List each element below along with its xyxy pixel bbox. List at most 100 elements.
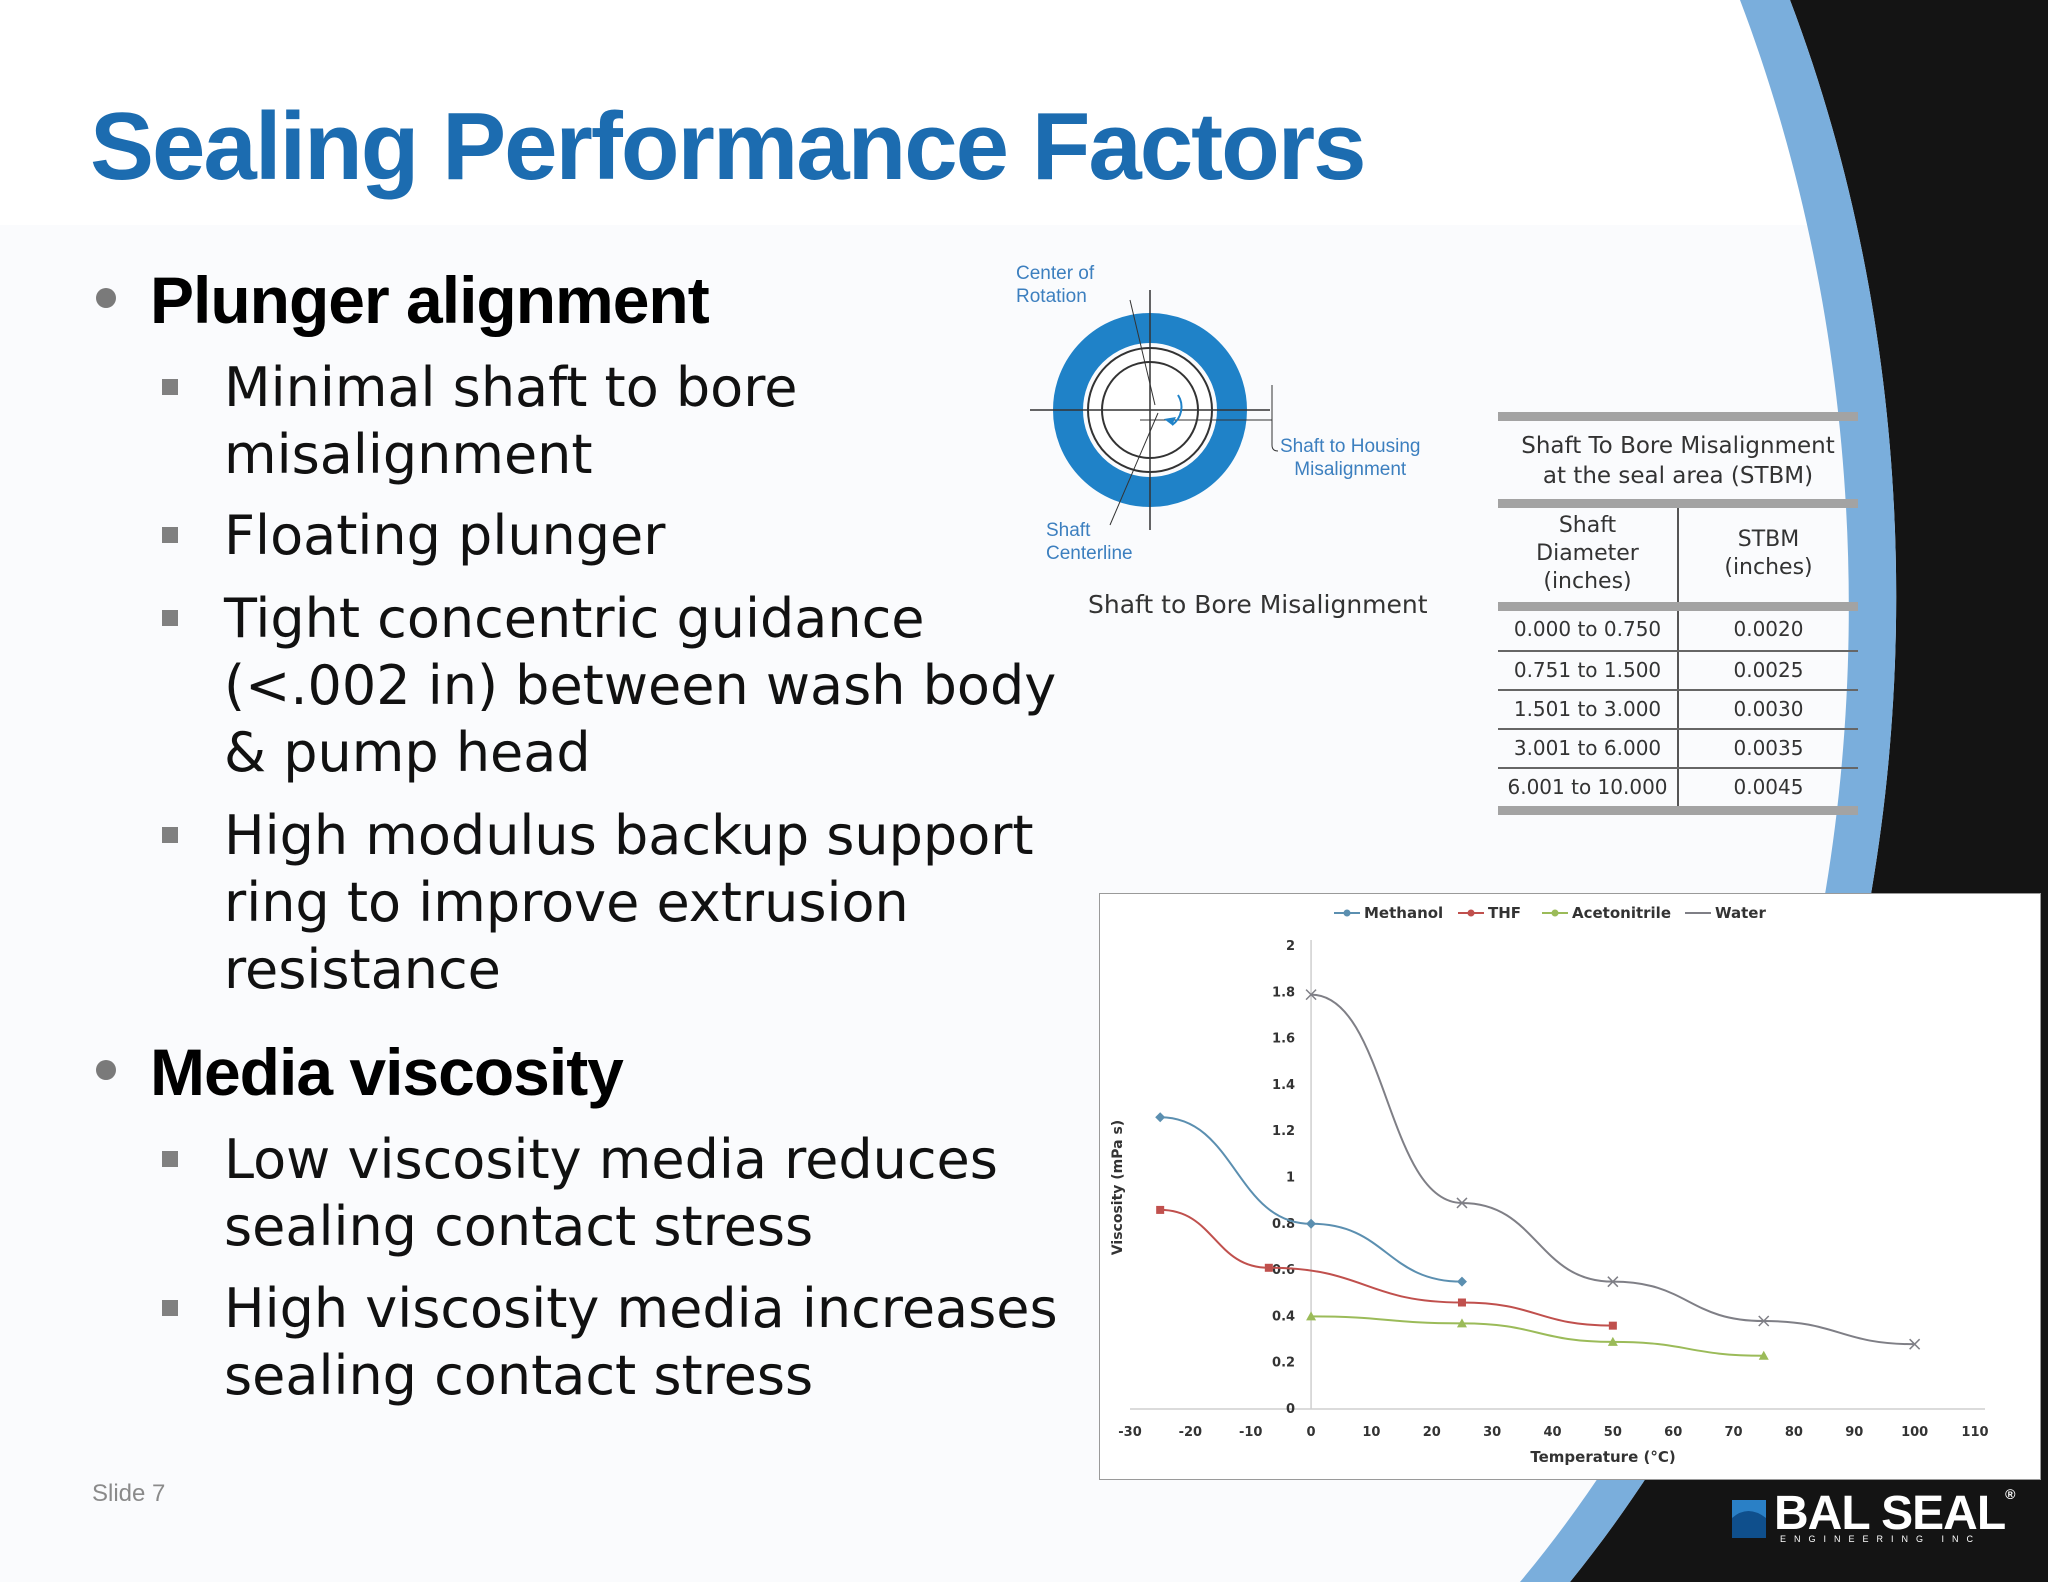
x-tick-label: 110 [1961,1425,1988,1440]
data-point [1607,1276,1619,1288]
table-cell: 1.501 to 3.000 [1498,691,1679,728]
bal-seal-logo: BAL SEAL® ENGINEERING INC [1728,1486,2028,1550]
bal-seal-mark-icon [1732,1500,1766,1538]
table-cell: 0.0035 [1733,736,1804,760]
table-row: 0.751 to 1.500 0.0025 [1498,652,1858,691]
data-point [1456,1197,1468,1209]
series-line-water [1311,993,1915,1346]
data-point [1155,1112,1166,1123]
bullet-label: Media viscosity [150,1035,624,1109]
list-item-text: Floating plunger [224,504,666,567]
x-tick-label: 20 [1423,1425,1441,1440]
shaft-to-housing-line-1: Shaft to Housing [1280,436,1421,457]
header-text: Shaft [1558,513,1617,538]
table-cell: 0.000 to 0.750 [1498,611,1679,650]
table-row: 6.001 to 10.000 0.0045 [1498,769,1858,806]
viscosity-chart-panel: -30 -20 -10 0 10 20 30 40 50 60 70 80 90 100 110 0 0.2 0.… [1099,893,2041,1480]
y-tick-label: 0.2 [1272,1356,1295,1371]
list-item-text: High viscosity media increases sealing c… [224,1277,1058,1407]
header-text: (inches) [1724,555,1813,580]
table-cell: 0.751 to 1.500 [1498,652,1679,689]
data-point [1608,1321,1617,1330]
y-tick-label: 1 [1286,1171,1295,1186]
table-cell: 3.001 to 6.000 [1498,730,1679,767]
data-point [1156,1205,1165,1214]
shaft-centerline-label: Shaft Centerline [1046,519,1133,565]
table-row: 1.501 to 3.000 0.0030 [1498,691,1858,730]
logo-main-text: BAL SEAL [1774,1487,2006,1540]
legend-label: THF [1488,904,1521,922]
legend-label: Acetonitrile [1572,904,1671,922]
center-of-rotation-line-1: Center of [1016,263,1095,284]
misalignment-diagram [1030,290,1279,530]
list-item-text: Tight concentric guidance (<.002 in) bet… [224,587,1057,784]
table-row: 0.000 to 0.750 0.0020 [1498,611,1858,652]
x-tick-label: 100 [1901,1425,1928,1440]
table-rule [1498,806,1858,815]
table-header-row: Shaft Diameter (inches) STBM (inches) [1498,508,1858,602]
shaft-centerline-line-1: Shaft [1046,520,1091,541]
x-tick-label: -20 [1179,1425,1203,1440]
shaft-to-housing-label: Shaft to Housing Misalignment [1280,435,1420,481]
square-bullet-icon [162,527,178,543]
shaft-to-housing-line-2: Misalignment [1294,459,1407,480]
table-title: Shaft To Bore Misalignment at the seal a… [1498,421,1858,499]
table-title-line-2: at the seal area (STBM) [1542,463,1814,489]
legend-marker [1343,909,1351,917]
slide-number: Slide 7 [92,1480,166,1507]
x-tick-label: 90 [1845,1425,1863,1440]
list-item-text: Low viscosity media reduces sealing cont… [224,1128,998,1258]
data-point [1758,1350,1769,1360]
legend-label: Methanol [1364,904,1443,922]
column-header-shaft-diameter: Shaft Diameter (inches) [1498,508,1679,602]
header-text: STBM [1737,527,1800,552]
table-row: 3.001 to 6.000 0.0035 [1498,730,1858,769]
shaft-centerline-line-2: Centerline [1046,543,1133,564]
logo-tagline: ENGINEERING INC [1780,1534,1982,1544]
page-title: Sealing Performance Factors [90,93,1366,200]
data-point [1457,1298,1466,1307]
square-bullet-icon [162,379,178,395]
y-tick-label: 0 [1286,1402,1295,1417]
data-point [1306,1311,1317,1321]
data-point [1909,1338,1921,1350]
x-tick-label: 40 [1543,1425,1561,1440]
y-axis-label: Viscosity (mPa s) [1110,1120,1126,1255]
data-point [1758,1315,1770,1327]
legend-label: Water [1715,904,1766,922]
registered-mark: ® [2005,1486,2015,1502]
table-cell: 6.001 to 10.000 [1498,769,1679,806]
y-tick-label: 0.6 [1272,1263,1295,1278]
square-bullet-icon [162,610,178,626]
header-text: (inches) [1543,569,1632,594]
logo-wordmark: BAL SEAL® [1774,1486,2016,1541]
data-point [1264,1263,1273,1272]
x-tick-label: 80 [1785,1425,1803,1440]
y-tick-label: 2 [1286,939,1295,954]
x-tick-label: 30 [1483,1425,1501,1440]
x-tick-label: -10 [1239,1425,1263,1440]
data-point [1306,1218,1317,1229]
table-rule [1498,602,1858,611]
x-tick-label: -30 [1118,1425,1142,1440]
table-cell: 0.0030 [1733,697,1804,721]
x-tick-label: 10 [1362,1425,1380,1440]
bullet-label: Plunger alignment [150,263,710,337]
x-tick-label: 50 [1604,1425,1622,1440]
bullet-dot [96,1060,116,1080]
center-of-rotation-line-2: Rotation [1016,286,1087,307]
viscosity-chart: -30 -20 -10 0 10 20 30 40 50 60 70 80 90 100 110 0 0.2 0.… [1110,904,1989,1466]
square-bullet-icon [162,827,178,843]
y-tick-label: 1.2 [1272,1124,1295,1139]
y-tick-label: 1.8 [1272,985,1295,1000]
legend-marker [1467,909,1475,917]
x-axis-label: Temperature (°C) [1530,1448,1675,1466]
y-tick-label: 1.6 [1272,1032,1295,1047]
stbm-table: Shaft To Bore Misalignment at the seal a… [1498,412,1858,815]
list-item-text: Minimal shaft to bore misalignment [224,356,798,486]
column-header-stbm: STBM (inches) [1679,508,1858,602]
table-rule [1498,412,1858,421]
bullet-dot [96,288,116,308]
data-point [1456,1276,1467,1287]
table-cell: 0.0020 [1733,617,1804,641]
